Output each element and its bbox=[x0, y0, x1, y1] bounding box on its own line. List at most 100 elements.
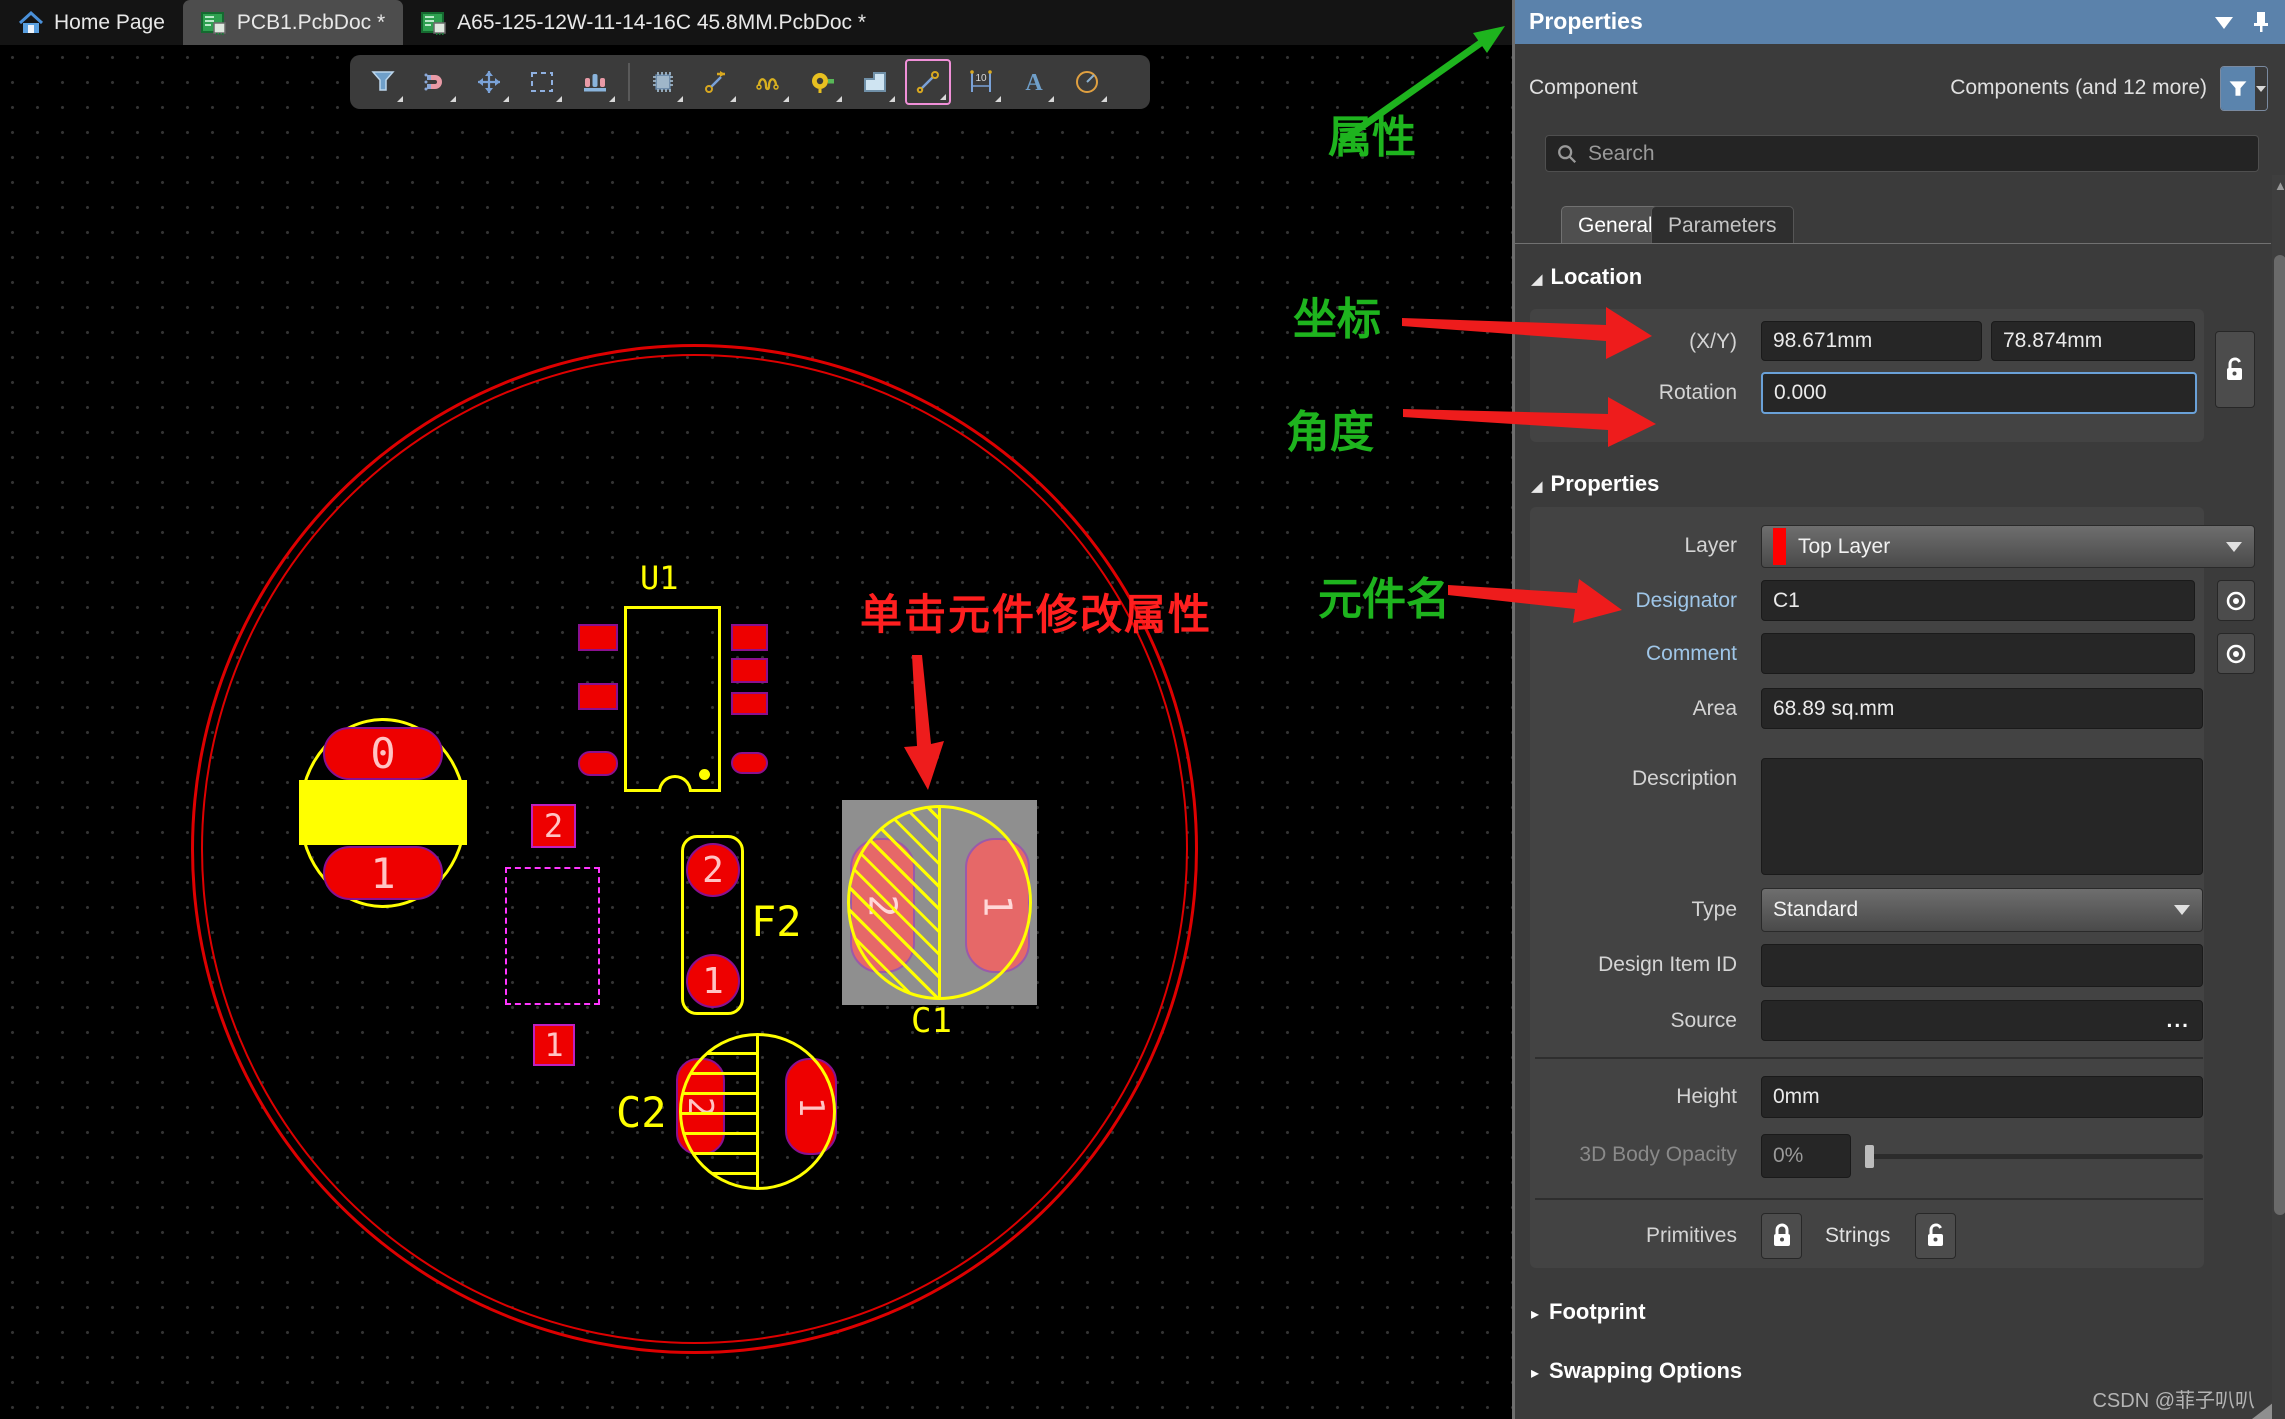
pad[interactable]: 0 bbox=[323, 727, 443, 780]
comment-visibility-button[interactable] bbox=[2217, 633, 2255, 674]
panel-scrollbar-thumb[interactable] bbox=[2274, 255, 2285, 1215]
pads-icon bbox=[584, 74, 606, 92]
area-select-button[interactable] bbox=[519, 59, 565, 105]
tab-parameters[interactable]: Parameters bbox=[1651, 206, 1794, 244]
pad[interactable] bbox=[731, 692, 768, 715]
via-icon bbox=[812, 73, 834, 93]
snap-magnet-button[interactable] bbox=[413, 59, 459, 105]
design-item-id-field[interactable] bbox=[1761, 944, 2203, 987]
search-input[interactable] bbox=[1588, 141, 2248, 166]
height-field[interactable]: 0mm bbox=[1761, 1076, 2203, 1118]
designator-field[interactable]: C1 bbox=[1761, 580, 2195, 621]
pad[interactable]: 1 bbox=[533, 1024, 575, 1066]
annotation-component-name-cn: 元件名 bbox=[1318, 575, 1450, 624]
opacity-slider-thumb[interactable] bbox=[1865, 1145, 1874, 1168]
move-tool-button[interactable] bbox=[466, 59, 512, 105]
rotation-field[interactable]: 0.000 bbox=[1761, 372, 2197, 414]
source-field[interactable]: ... bbox=[1761, 1000, 2203, 1041]
pads-tool-button[interactable] bbox=[572, 59, 618, 105]
text-a-icon: A bbox=[1025, 70, 1043, 95]
section-title: Location bbox=[1550, 264, 1643, 289]
comment-field[interactable] bbox=[1761, 633, 2195, 674]
y-coordinate-field[interactable]: 78.874mm bbox=[1991, 321, 2195, 361]
pad-number: 1 bbox=[702, 960, 724, 1002]
description-field[interactable] bbox=[1761, 758, 2203, 875]
dimension-tool-button[interactable]: 10 bbox=[958, 59, 1004, 105]
selection-scope-label[interactable]: Components (and 12 more) bbox=[1950, 76, 2207, 99]
filter-icon bbox=[371, 71, 395, 91]
rotation-value: 0.000 bbox=[1774, 381, 1827, 404]
ellipsis-more-button[interactable]: ... bbox=[2166, 1008, 2190, 1032]
tune-meander-button[interactable] bbox=[746, 59, 792, 105]
x-coordinate-field[interactable]: 98.671mm bbox=[1761, 321, 1982, 361]
section-title: Swapping Options bbox=[1549, 1358, 1743, 1383]
pad[interactable] bbox=[578, 624, 618, 651]
pad-number: 2 bbox=[702, 849, 724, 891]
active-bar-toolbar: 10 A bbox=[350, 55, 1150, 109]
panel-header[interactable]: Properties bbox=[1515, 0, 2285, 44]
designator-label-u1: U1 bbox=[640, 559, 679, 597]
section-header-location[interactable]: ◢ Location bbox=[1531, 264, 1642, 290]
strings-lock-button[interactable] bbox=[1915, 1213, 1956, 1259]
rotation-label: Rotation bbox=[1658, 381, 1737, 404]
pad[interactable] bbox=[731, 624, 768, 651]
layer-label: Layer bbox=[1684, 534, 1737, 557]
type-dropdown[interactable]: Standard bbox=[1761, 888, 2203, 932]
pad[interactable] bbox=[578, 751, 618, 776]
pad[interactable] bbox=[731, 752, 768, 774]
place-arc-button[interactable] bbox=[1064, 59, 1110, 105]
filter-dropdown-arrow[interactable] bbox=[2254, 67, 2267, 110]
collapse-triangle-icon: ◢ bbox=[1531, 478, 1543, 495]
pad[interactable] bbox=[731, 658, 768, 683]
designator-label[interactable]: Designator bbox=[1635, 589, 1737, 612]
place-component-button[interactable] bbox=[640, 59, 686, 105]
svg-text:10: 10 bbox=[975, 73, 987, 84]
pad[interactable]: 1 bbox=[686, 954, 740, 1008]
tab-a65-document[interactable]: A65-125-12W-11-14-16C 45.8MM.PcbDoc * bbox=[403, 0, 884, 45]
section-header-properties[interactable]: ◢ Properties bbox=[1531, 471, 1659, 497]
annotation-click-component-hint: 单击元件修改属性 bbox=[860, 591, 1213, 638]
section-title: Footprint bbox=[1549, 1299, 1646, 1324]
section-header-footprint[interactable]: ▸ Footprint bbox=[1531, 1299, 1646, 1325]
place-line-button[interactable] bbox=[905, 59, 951, 105]
component-f2-outline[interactable] bbox=[681, 835, 744, 1015]
pad[interactable]: 2 bbox=[531, 804, 576, 848]
pad[interactable] bbox=[578, 683, 618, 710]
collapsed-triangle-icon: ▸ bbox=[1531, 1306, 1540, 1323]
tab-home-page[interactable]: Home Page bbox=[0, 0, 183, 45]
tab-pcb1-active[interactable]: PCB1.PcbDoc * bbox=[182, 0, 404, 45]
keepout-dashed-rect[interactable] bbox=[505, 867, 600, 1005]
x-value: 98.671mm bbox=[1773, 329, 1873, 352]
area-label: Area bbox=[1692, 697, 1737, 720]
lock-location-button[interactable] bbox=[2215, 331, 2255, 408]
pad[interactable]: 1 bbox=[323, 846, 443, 900]
height-label: Height bbox=[1676, 1085, 1737, 1108]
component-radial-body[interactable] bbox=[299, 780, 467, 845]
search-box[interactable] bbox=[1545, 135, 2259, 172]
pad[interactable]: 2 bbox=[686, 843, 740, 897]
section-header-swapping[interactable]: ▸ Swapping Options bbox=[1531, 1358, 1742, 1384]
pcb-editor-canvas[interactable]: 10 A 0 1 U1 2 1 2 bbox=[0, 45, 1512, 1419]
scrollbar-up-arrow[interactable]: ▲ bbox=[2274, 178, 2285, 193]
component-c2-outline[interactable] bbox=[679, 1033, 836, 1190]
strings-label: Strings bbox=[1825, 1224, 1891, 1247]
designator-visibility-button[interactable] bbox=[2217, 580, 2255, 621]
primitives-label: Primitives bbox=[1645, 1224, 1737, 1247]
panel-menu-chevron-icon[interactable] bbox=[2215, 17, 2233, 29]
opacity-slider-track[interactable] bbox=[1865, 1154, 2203, 1159]
place-string-button[interactable]: A bbox=[1011, 59, 1057, 105]
pin-icon[interactable] bbox=[2251, 10, 2271, 34]
primitives-lock-button[interactable] bbox=[1761, 1213, 1802, 1259]
filter-tool-button[interactable] bbox=[360, 59, 406, 105]
place-via-button[interactable] bbox=[799, 59, 845, 105]
component-u1-body[interactable] bbox=[624, 606, 721, 792]
area-field: 68.89 sq.mm bbox=[1761, 688, 2203, 729]
polygon-pour-button[interactable] bbox=[852, 59, 898, 105]
height-value: 0mm bbox=[1773, 1085, 1820, 1108]
interactive-route-button[interactable] bbox=[693, 59, 739, 105]
chip-icon bbox=[653, 72, 673, 92]
scope-filter-button[interactable] bbox=[2220, 66, 2268, 111]
route-icon bbox=[705, 71, 725, 93]
layer-dropdown[interactable]: Top Layer bbox=[1761, 525, 2255, 568]
comment-label[interactable]: Comment bbox=[1645, 642, 1737, 665]
